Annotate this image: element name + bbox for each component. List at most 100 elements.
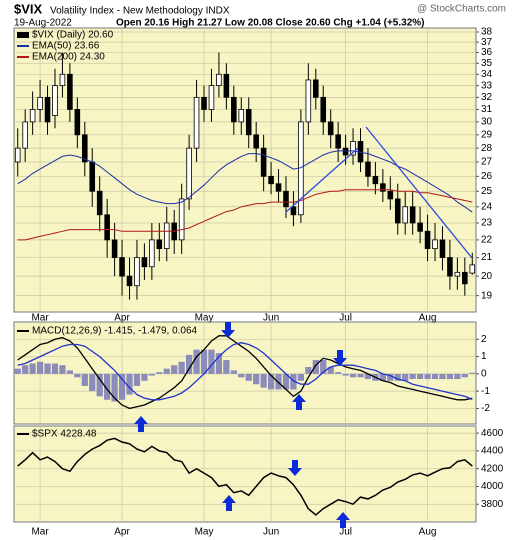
candle-body — [469, 264, 476, 274]
candle-body — [387, 190, 394, 200]
candle-body — [126, 275, 133, 287]
trend-line — [285, 147, 359, 213]
histogram-bar — [260, 373, 267, 388]
annotations — [134, 126, 473, 528]
candle-body — [290, 206, 297, 216]
candle-body — [141, 257, 148, 268]
x-tick-label: May — [195, 313, 214, 324]
histogram-bar — [22, 365, 29, 374]
y-tick-label: 28 — [481, 143, 493, 154]
panel-title: $SPX 4228.48 — [32, 429, 97, 440]
y-tick-label: 4600 — [481, 428, 504, 439]
histogram-bar — [156, 372, 163, 374]
y-tick-label: 24 — [481, 201, 493, 212]
histogram-bar — [267, 373, 275, 390]
histogram-bar — [461, 373, 468, 378]
histogram-bar — [200, 349, 208, 374]
histogram-bar — [111, 373, 118, 402]
panel — [13, 425, 477, 523]
candle-body — [29, 109, 36, 123]
candle-body — [432, 239, 438, 250]
histogram-bar — [14, 368, 21, 374]
histogram-bar — [327, 366, 334, 374]
histogram-bar — [439, 373, 446, 380]
y-tick-label: 4200 — [481, 463, 504, 474]
legend-label: EMA(50) 23.66 — [32, 41, 100, 52]
histogram-bar — [454, 373, 461, 380]
y-tick-label: 30 — [481, 117, 493, 128]
candle-body — [82, 134, 88, 163]
y-tick-label: 27 — [481, 157, 493, 168]
candle-body — [134, 257, 140, 287]
y-tick-label: 20 — [481, 271, 493, 282]
candle-body — [245, 109, 252, 136]
arrow-down — [221, 322, 235, 338]
histogram-bar — [394, 373, 401, 381]
histogram-bar — [364, 373, 372, 380]
histogram-bar — [387, 373, 394, 381]
arrow-down — [288, 460, 302, 476]
histogram-bar — [59, 365, 66, 374]
y-tick-label: 22 — [481, 235, 493, 246]
y-tick-label: 21 — [481, 252, 493, 263]
histogram-bar — [104, 373, 111, 400]
histogram-bar — [297, 373, 305, 381]
y-tick-label: 36 — [481, 47, 493, 58]
candle-body — [275, 183, 282, 192]
candle-body — [119, 257, 125, 277]
candle-body — [22, 121, 28, 149]
histogram-bar — [178, 361, 185, 374]
candle-body — [327, 121, 334, 136]
histogram-bar — [446, 373, 454, 380]
watermark: @ StockCharts.com — [417, 4, 506, 15]
histogram-bar — [320, 360, 327, 374]
candle-body — [44, 96, 51, 123]
candle-body — [178, 198, 185, 241]
candle-body — [305, 79, 312, 123]
y-tick-label: 34 — [481, 69, 493, 80]
histogram-bar — [230, 370, 237, 374]
candle-body — [201, 96, 207, 110]
histogram-bar — [89, 373, 96, 392]
candle-body — [104, 214, 110, 241]
x-tick-label: Mar — [31, 313, 49, 324]
arrow-up — [292, 394, 306, 410]
histogram-bar — [185, 354, 193, 374]
x-tick-label: Jul — [339, 527, 352, 538]
y-tick-label: -1 — [481, 386, 490, 397]
candle-body — [163, 222, 170, 250]
histogram-bar — [126, 373, 133, 395]
x-tick-label: Apr — [114, 313, 130, 324]
candle-body — [447, 257, 453, 277]
histogram-bar — [193, 349, 200, 374]
symbol: $VIX — [14, 1, 43, 16]
histogram-bar — [431, 373, 439, 380]
histogram-bar — [290, 373, 297, 390]
candle-body — [59, 73, 66, 87]
histogram-bar — [469, 372, 476, 374]
histogram-bar — [379, 373, 386, 381]
date: 19-Aug-2022 — [14, 18, 72, 29]
histogram-bar — [424, 373, 431, 380]
candle-body — [67, 73, 73, 110]
histogram-bar — [238, 373, 245, 378]
histogram-bar — [223, 360, 230, 374]
candle-body — [268, 175, 274, 185]
y-tick-label: 3800 — [481, 499, 504, 510]
x-tick-label: Aug — [419, 527, 437, 538]
arrow-up — [134, 416, 148, 432]
subtitle: Volatility Index - New Methodology INDX — [50, 6, 230, 17]
candle-body — [439, 239, 446, 258]
legend-label: EMA(200) 24.30 — [32, 52, 105, 63]
y-tick-label: 2 — [481, 334, 487, 345]
arrow-up — [336, 512, 350, 528]
histogram-bar — [349, 373, 357, 378]
candle-body — [37, 96, 43, 110]
histogram-bar — [342, 373, 349, 376]
y-tick-label: 0 — [481, 369, 487, 380]
histogram-bar — [133, 373, 141, 386]
histogram-bar — [416, 373, 424, 380]
candle-body — [394, 198, 401, 224]
data-line — [17, 335, 473, 410]
